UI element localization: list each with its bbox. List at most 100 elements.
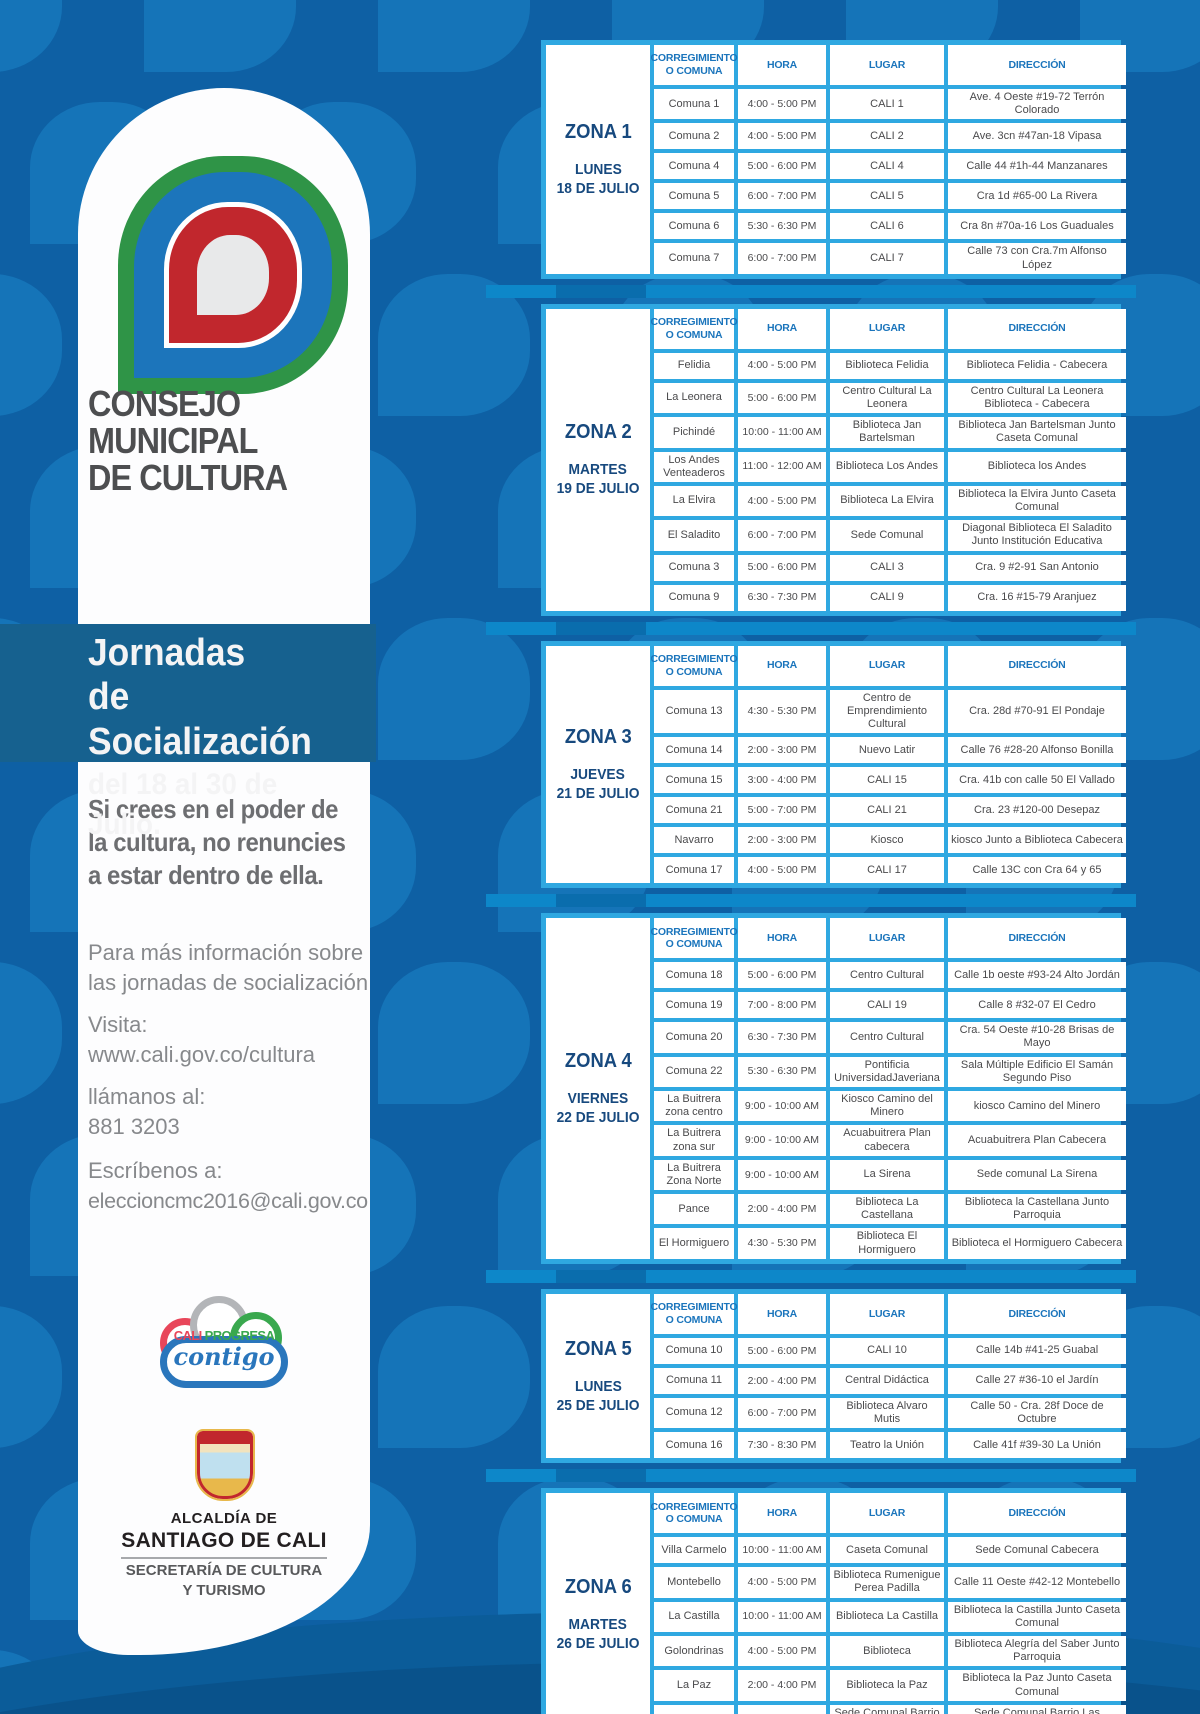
cell-comuna: Comuna 15 — [654, 767, 734, 794]
cell-direccion: Diagonal Biblioteca El Saladito Junto In… — [948, 520, 1126, 551]
column-header-direccion: DIRECCIÓN — [948, 1293, 1126, 1334]
cell-direccion: Biblioteca Felidia - Cabecera — [948, 352, 1126, 379]
cell-hora: 4:00 - 5:00 PM — [738, 352, 826, 379]
cell-direccion: Cra. 28d #70-91 El Pondaje — [948, 689, 1126, 734]
cell-direccion: kiosco Camino del Minero — [948, 1090, 1126, 1122]
zone-label-cell: ZONA 3 JUEVES 21 DE JULIO — [546, 645, 650, 884]
cell-lugar: Biblioteca La Castellana — [830, 1194, 944, 1225]
cell-comuna: Comuna 20 — [654, 1022, 734, 1053]
zone-table-2: ZONA 2 MARTES 19 DE JULIO CORREGIMIENTO … — [541, 303, 1126, 616]
background-leaf — [0, 1306, 62, 1448]
zone-table-1: ZONA 1 LUNES 18 DE JULIO CORREGIMIENTO O… — [541, 40, 1126, 279]
cell-hora: 5:00 - 6:00 PM — [738, 382, 826, 414]
tagline-line: Si crees en el poder de — [88, 794, 338, 824]
table-separator-bar — [486, 284, 1136, 298]
table-separator-bar — [486, 621, 1136, 635]
call-label: llámanos al: — [88, 1084, 206, 1109]
cell-direccion: Cra. 16 #15-79 Aranjuez — [948, 584, 1126, 611]
cell-direccion: Biblioteca la Paz Junto Caseta Comunal — [948, 1670, 1126, 1701]
cell-direccion: Calle 76 #28-20 Alfonso Bonilla — [948, 737, 1126, 764]
cell-comuna: Comuna 5 — [654, 183, 734, 210]
cell-lugar: Nuevo Latir — [830, 737, 944, 764]
cell-hora: 5:00 - 6:00 PM — [738, 1337, 826, 1364]
column-header-direccion: DIRECCIÓN — [948, 1493, 1126, 1534]
column-header-direccion: DIRECCIÓN — [948, 45, 1126, 85]
cell-lugar: Biblioteca Jan Bartelsman — [830, 417, 944, 448]
cell-direccion: Sede Comunal Barrio Las Américas — [948, 1704, 1126, 1714]
cell-direccion: Cra. 23 #120-00 Desepaz — [948, 797, 1126, 824]
cell-lugar: CALI 4 — [830, 153, 944, 180]
cell-comuna: Montebello — [654, 1567, 734, 1598]
zone-day: MARTES — [568, 1615, 628, 1633]
zone-date: 25 DE JULIO — [556, 1396, 640, 1414]
cell-hora: 5:00 - 6:00 PM — [738, 962, 826, 989]
column-header-direccion: DIRECCIÓN — [948, 918, 1126, 959]
zone-date: 18 DE JULIO — [556, 179, 640, 197]
cell-lugar: Biblioteca La Castilla — [830, 1601, 944, 1632]
alcaldia-line: SECRETARÍA DE CULTURA — [125, 1562, 323, 1579]
column-header-hora: HORA — [738, 1293, 826, 1334]
logo-white-ring — [164, 202, 302, 348]
separator-accent — [556, 894, 646, 908]
cell-comuna: La Castilla — [654, 1601, 734, 1632]
table-separator-bar — [486, 1269, 1136, 1283]
zone-name: ZONA 6 — [564, 1575, 632, 1598]
cell-comuna: La Elvira — [654, 485, 734, 517]
background-leaf — [0, 274, 62, 416]
separator-accent — [556, 284, 646, 298]
cell-lugar: Sede Comunal Barrio Las Américas — [830, 1704, 944, 1714]
org-title-line: CONSEJO — [88, 383, 241, 424]
cell-lugar: Biblioteca Felidia — [830, 352, 944, 379]
cell-direccion: Biblioteca la Castellana Junto Parroquia — [948, 1194, 1126, 1225]
cell-hora: 4:00 - 5:00 PM — [738, 1635, 826, 1667]
zone-table-5: ZONA 5 LUNES 25 DE JULIO CORREGIMIENTO O… — [541, 1288, 1126, 1464]
background-leaf — [378, 962, 530, 1104]
cell-hora: 2:00 - 3:00 PM — [738, 737, 826, 764]
cell-comuna: Comuna 16 — [654, 1432, 734, 1459]
cell-comuna: La Leonera — [654, 382, 734, 414]
cell-direccion: Calle 8 #32-07 El Cedro — [948, 992, 1126, 1019]
cell-direccion: Ave. 4 Oeste #19-72 Terrón Colorado — [948, 89, 1126, 120]
cell-comuna: Pance — [654, 1194, 734, 1225]
cell-hora: 5:00 - 6:00 PM — [738, 554, 826, 581]
zone-date: 21 DE JULIO — [556, 784, 640, 802]
cell-lugar: CALI 7 — [830, 243, 944, 274]
contigo-script: contigo — [173, 1342, 275, 1371]
cell-direccion: Biblioteca la Elvira Junto Caseta Comuna… — [948, 485, 1126, 517]
alcaldia-line: SANTIAGO DE CALI — [121, 1529, 327, 1559]
cell-hora: 7:00 - 8:00 PM — [738, 992, 826, 1019]
column-header-comuna: CORREGIMIENTO O COMUNA — [650, 918, 738, 959]
cell-hora: 6:00 - 7:00 PM — [738, 1704, 826, 1714]
phone-number: 881 3203 — [88, 1114, 180, 1139]
cell-hora: 6:00 - 7:00 PM — [738, 1397, 826, 1429]
background-leaf — [144, 0, 296, 72]
cell-comuna: Comuna 9 — [654, 584, 734, 611]
zone-day: VIERNES — [567, 1090, 629, 1107]
progresa-wordmark: CALI PROGRESA — [158, 1328, 290, 1343]
cell-lugar: Teatro la Unión — [830, 1432, 944, 1459]
write-label: Escríbenos a: — [88, 1158, 223, 1183]
cell-hora: 10:00 - 11:00 AM — [738, 1537, 826, 1564]
column-header-comuna: CORREGIMIENTO O COMUNA — [650, 308, 738, 349]
visit-label: Visita: — [88, 1012, 148, 1037]
cali-progresa-contigo-logo: CALI PROGRESA contigo — [158, 1294, 290, 1390]
cell-lugar: Sede Comunal — [830, 520, 944, 551]
column-header-hora: HORA — [738, 45, 826, 85]
column-header-comuna: CORREGIMIENTO O COMUNA — [650, 1293, 738, 1334]
cell-comuna: Comuna 13 — [654, 689, 734, 734]
zone-name: ZONA 3 — [564, 725, 632, 748]
cell-hora: 6:00 - 7:00 PM — [738, 243, 826, 274]
zone-table-4: ZONA 4 VIERNES 22 DE JULIO CORREGIMIENTO… — [541, 913, 1126, 1264]
cell-lugar: CALI 19 — [830, 992, 944, 1019]
cell-comuna: Comuna 12 — [654, 1397, 734, 1429]
cell-direccion: Calle 14b #41-25 Guabal — [948, 1337, 1126, 1364]
cell-hora: 4:00 - 5:00 PM — [738, 89, 826, 120]
column-header-hora: HORA — [738, 645, 826, 686]
cell-direccion: Cra. 54 Oeste #10-28 Brisas de Mayo — [948, 1022, 1126, 1053]
info-line: las jornadas de socialización — [88, 970, 369, 995]
org-title-line: MUNICIPAL — [88, 420, 258, 461]
cell-hora: 3:00 - 4:00 PM — [738, 767, 826, 794]
cell-lugar: Central Didáctica — [830, 1367, 944, 1394]
cell-direccion: Cra. 41b con calle 50 El Vallado — [948, 767, 1126, 794]
